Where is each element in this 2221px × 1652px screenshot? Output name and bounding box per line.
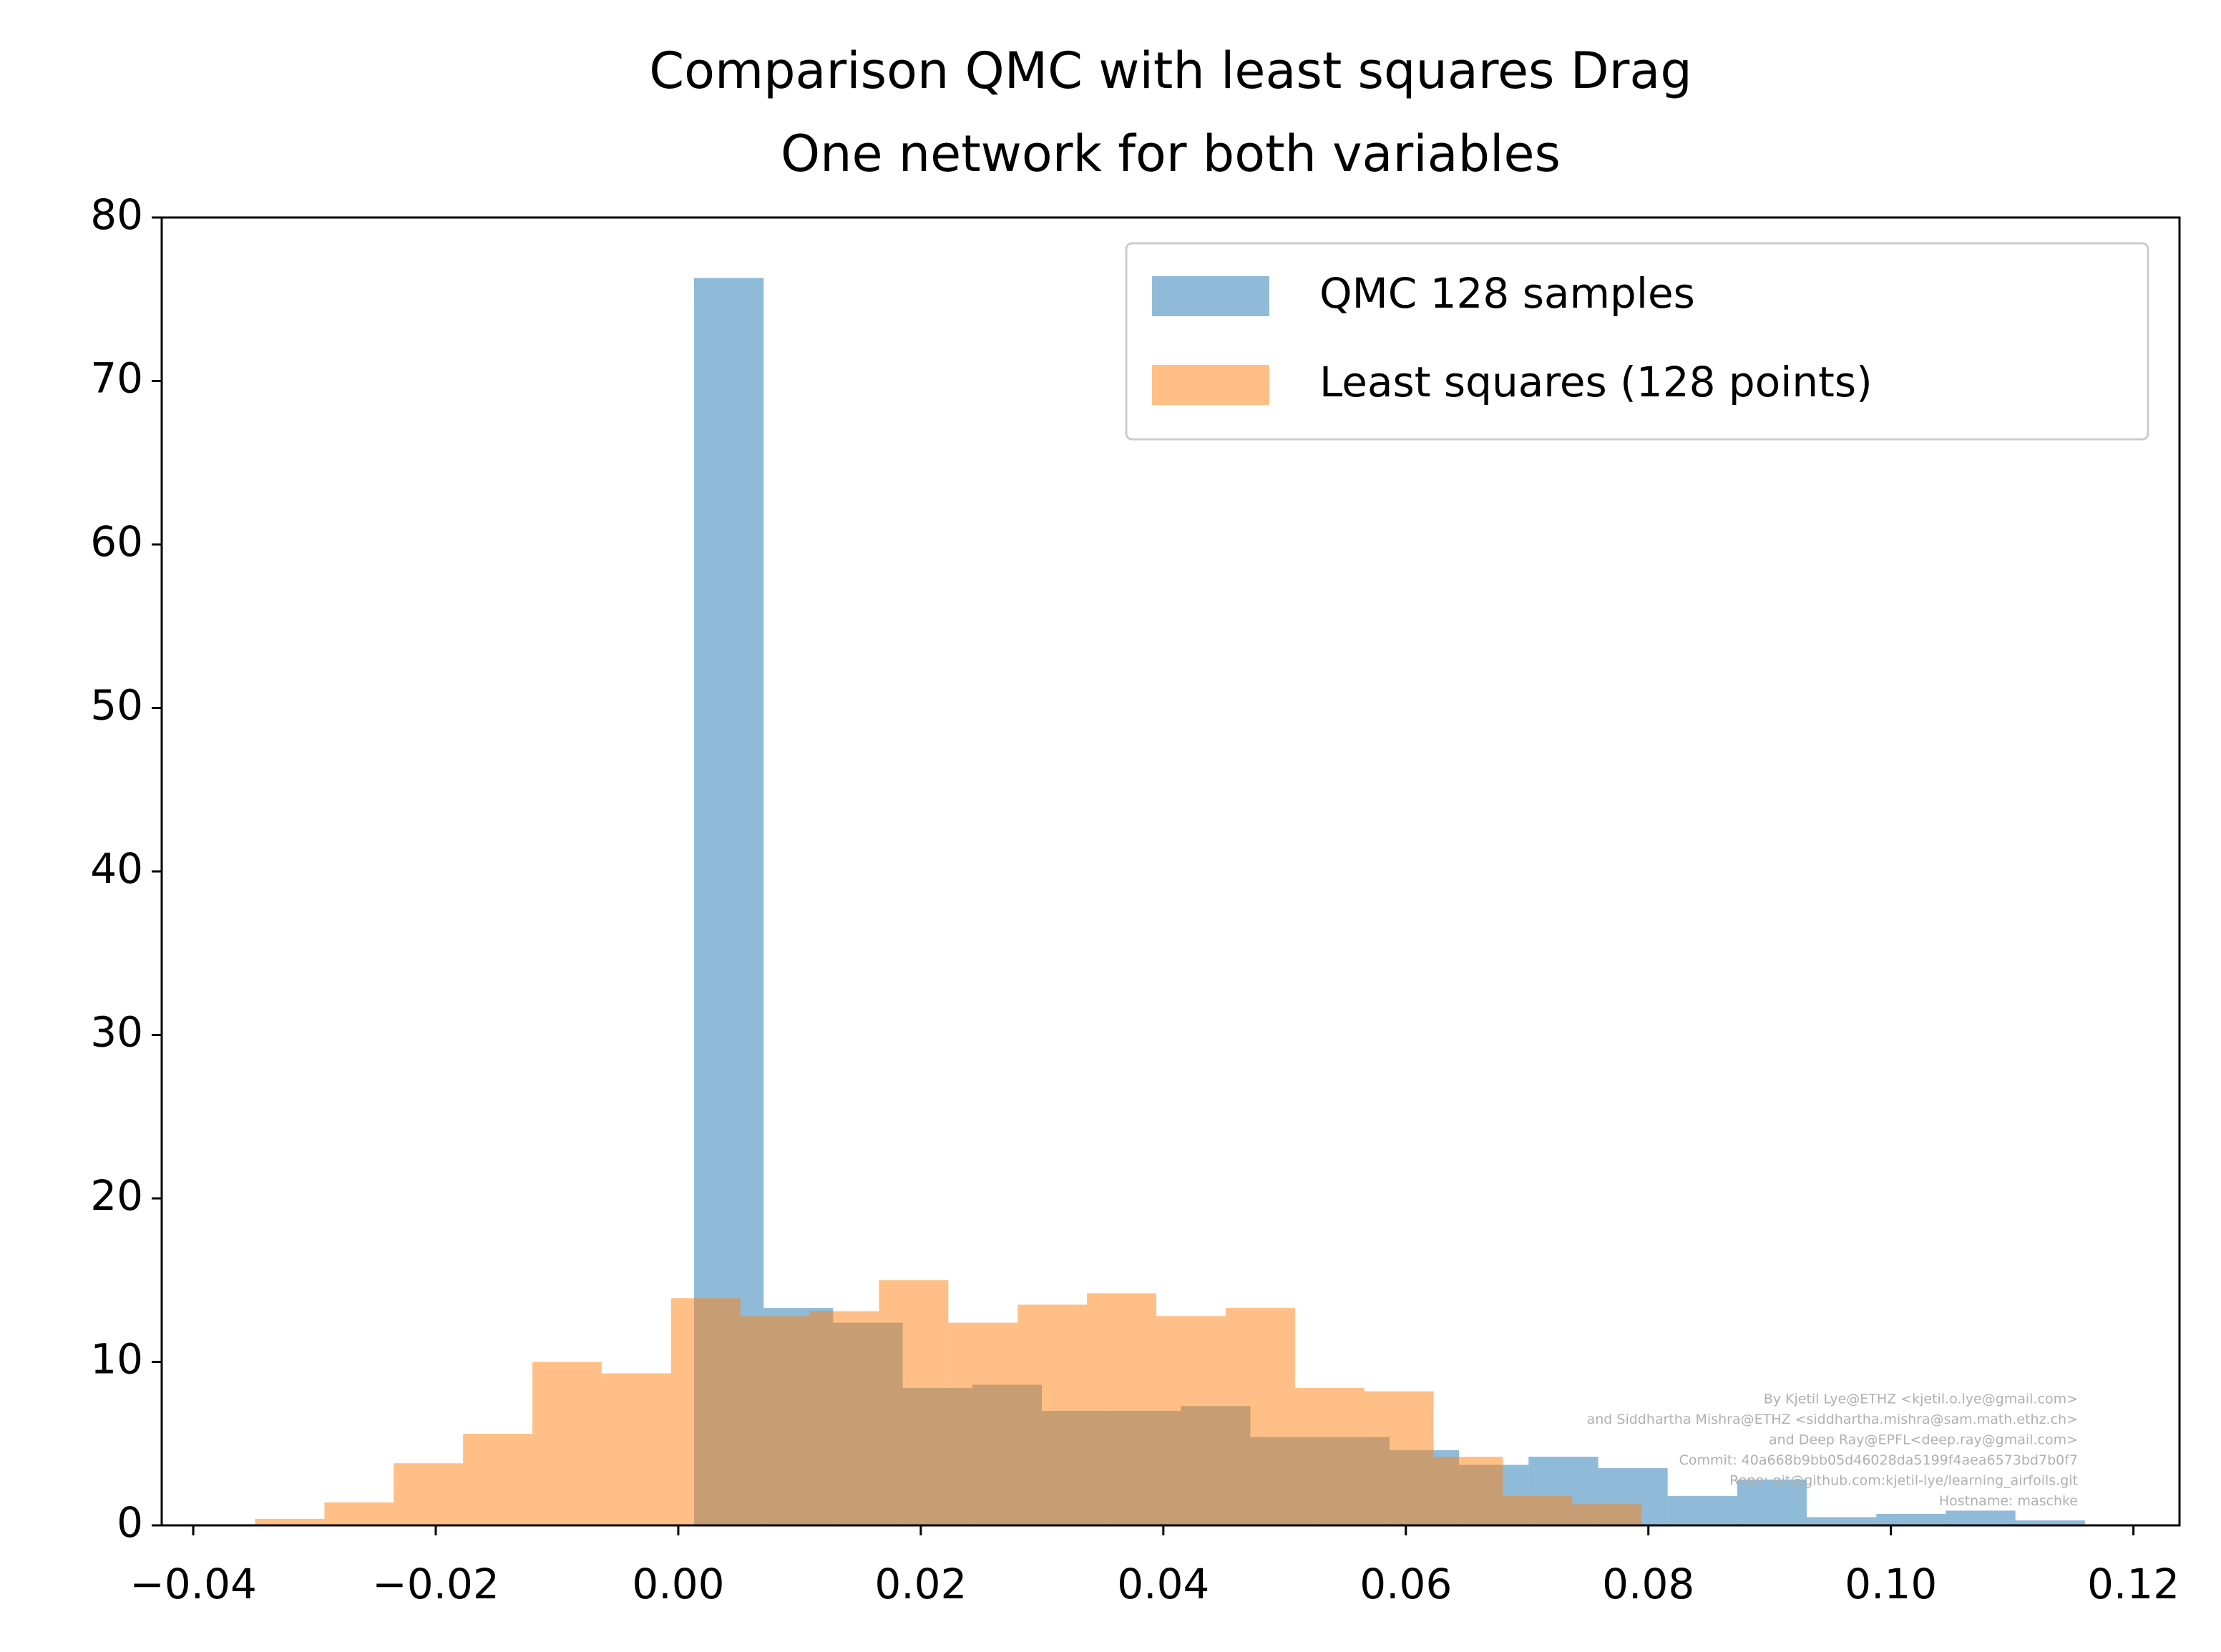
y-tick-label: 60 <box>90 517 143 566</box>
y-tick-label: 30 <box>90 1008 143 1057</box>
histogram-bar <box>948 1322 1018 1525</box>
histogram-bar <box>1503 1495 1573 1525</box>
histogram-bar <box>740 1316 810 1525</box>
annotation: Repo: git@github.com:kjetil-lye/learning… <box>1729 1473 2078 1489</box>
legend-swatch <box>1152 276 1269 316</box>
x-tick-label: 0.06 <box>1360 1560 1452 1608</box>
annotation: By Kjetil Lye@ETHZ <kjetil.o.lye@gmail.c… <box>1764 1392 2078 1407</box>
annotation: Hostname: maschke <box>1939 1493 2078 1509</box>
y-tick-label: 20 <box>90 1171 143 1220</box>
chart-title: Comparison QMC with least squares Drag <box>649 41 1692 100</box>
histogram-bar <box>1667 1495 1737 1525</box>
histogram-bar <box>1364 1391 1434 1525</box>
annotation: Commit: 40a668b9bb05d46028da5199f4aea657… <box>1679 1452 2078 1468</box>
legend-label: QMC 128 samples <box>1319 269 1695 318</box>
histogram-bar <box>394 1463 464 1525</box>
histogram-bar <box>1876 1514 1946 1525</box>
x-tick-label: 0.00 <box>632 1560 724 1608</box>
histogram-bar <box>1737 1480 1807 1525</box>
y-tick-label: 40 <box>90 844 143 893</box>
x-tick-label: 0.08 <box>1602 1560 1694 1608</box>
histogram-bar <box>1017 1304 1088 1525</box>
y-tick-label: 10 <box>90 1335 143 1384</box>
x-tick-label: −0.04 <box>130 1560 257 1608</box>
histogram-bar <box>1225 1308 1295 1525</box>
histogram-bar <box>532 1362 602 1525</box>
y-tick-label: 80 <box>90 190 143 239</box>
histogram-bar <box>463 1434 533 1525</box>
legend-label: Least squares (128 points) <box>1319 358 1873 406</box>
annotation: and Siddhartha Mishra@ETHZ <siddhartha.m… <box>1587 1412 2078 1427</box>
x-tick-label: 0.04 <box>1117 1560 1209 1608</box>
histogram-bar <box>1433 1457 1503 1525</box>
y-tick-label: 70 <box>90 354 143 403</box>
histogram-bar <box>879 1280 949 1525</box>
histogram-bar <box>1807 1517 1877 1525</box>
x-tick-label: 0.10 <box>1845 1560 1937 1608</box>
x-tick-label: 0.02 <box>874 1560 967 1608</box>
histogram-bar <box>1294 1388 1365 1525</box>
x-tick-label: −0.02 <box>372 1560 499 1608</box>
histogram-bar <box>1156 1316 1226 1525</box>
legend-swatch <box>1152 365 1269 405</box>
histogram-bar <box>255 1518 325 1525</box>
x-tick-label: 0.12 <box>2087 1560 2179 1608</box>
histogram-bar <box>2015 1520 2085 1525</box>
annotation: and Deep Ray@EPFL<deep.ray@gmail.com> <box>1769 1432 2078 1448</box>
histogram-bar <box>670 1298 741 1525</box>
y-tick-label: 0 <box>117 1498 143 1547</box>
histogram-bar <box>1946 1510 2016 1525</box>
y-tick-label: 50 <box>90 681 143 730</box>
histogram-bar <box>601 1373 671 1525</box>
histogram-bar <box>809 1311 879 1525</box>
legend-box <box>1125 242 2149 441</box>
chart-subtitle: One network for both variables <box>781 124 1561 183</box>
histogram-bar <box>324 1502 394 1525</box>
histogram-bar <box>1087 1293 1157 1525</box>
histogram-bar <box>1572 1504 1642 1525</box>
